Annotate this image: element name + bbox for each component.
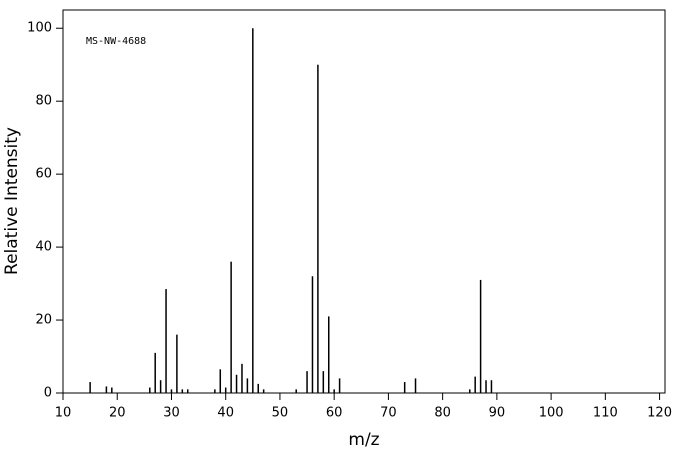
x-tick-label: 30: [163, 406, 180, 421]
peak: [257, 383, 259, 393]
plot-frame: [62, 9, 666, 394]
peak: [479, 279, 482, 393]
x-tick-label: 60: [326, 406, 343, 421]
peak: [327, 316, 330, 393]
y-tick-label: 20: [35, 313, 52, 328]
peak: [246, 378, 249, 393]
x-tick-label: 20: [109, 406, 126, 421]
x-tick-label: 100: [539, 406, 564, 421]
y-tick-label: 0: [44, 386, 52, 401]
peak: [105, 386, 108, 393]
x-tick-label: 110: [593, 406, 618, 421]
peak: [219, 369, 222, 393]
peak: [317, 64, 319, 393]
peak: [176, 334, 178, 393]
peak: [306, 371, 308, 393]
peak: [252, 28, 254, 393]
peak: [311, 276, 314, 393]
peak: [214, 389, 216, 393]
peak: [181, 389, 184, 393]
y-tick-label: 100: [27, 21, 52, 36]
peak: [490, 380, 493, 393]
peak: [230, 261, 232, 393]
peak: [186, 389, 189, 393]
y-tick-label: 40: [35, 240, 52, 255]
peak: [338, 378, 341, 393]
x-tick-label: 40: [217, 406, 234, 421]
x-tick-label: 70: [380, 406, 397, 421]
y-tick-label: 60: [35, 167, 52, 182]
peak: [485, 380, 487, 393]
peak: [414, 378, 417, 393]
peak: [89, 382, 91, 393]
peak: [154, 352, 156, 393]
peak: [469, 389, 471, 393]
peak: [170, 389, 173, 393]
peak: [262, 389, 265, 393]
y-tick-label: 80: [35, 94, 52, 109]
x-axis-title: m/z: [348, 430, 379, 450]
x-tick-label: 90: [489, 406, 506, 421]
x-tick-label: 50: [272, 406, 289, 421]
peak: [474, 376, 476, 393]
x-tick-label: 10: [55, 406, 72, 421]
peak: [149, 387, 151, 393]
x-tick-label: 120: [647, 406, 672, 421]
peak: [295, 389, 297, 393]
x-tick-label: 80: [434, 406, 451, 421]
peak: [111, 387, 113, 393]
peak: [322, 371, 325, 393]
peak: [403, 382, 406, 393]
annotation: MS-NW-4688: [86, 36, 146, 47]
peak: [165, 289, 167, 393]
peak: [241, 363, 243, 393]
y-axis-title: Relative Intensity: [2, 127, 22, 275]
peak: [224, 387, 227, 393]
peak: [235, 374, 238, 393]
peak: [159, 380, 162, 393]
peak: [333, 389, 335, 393]
